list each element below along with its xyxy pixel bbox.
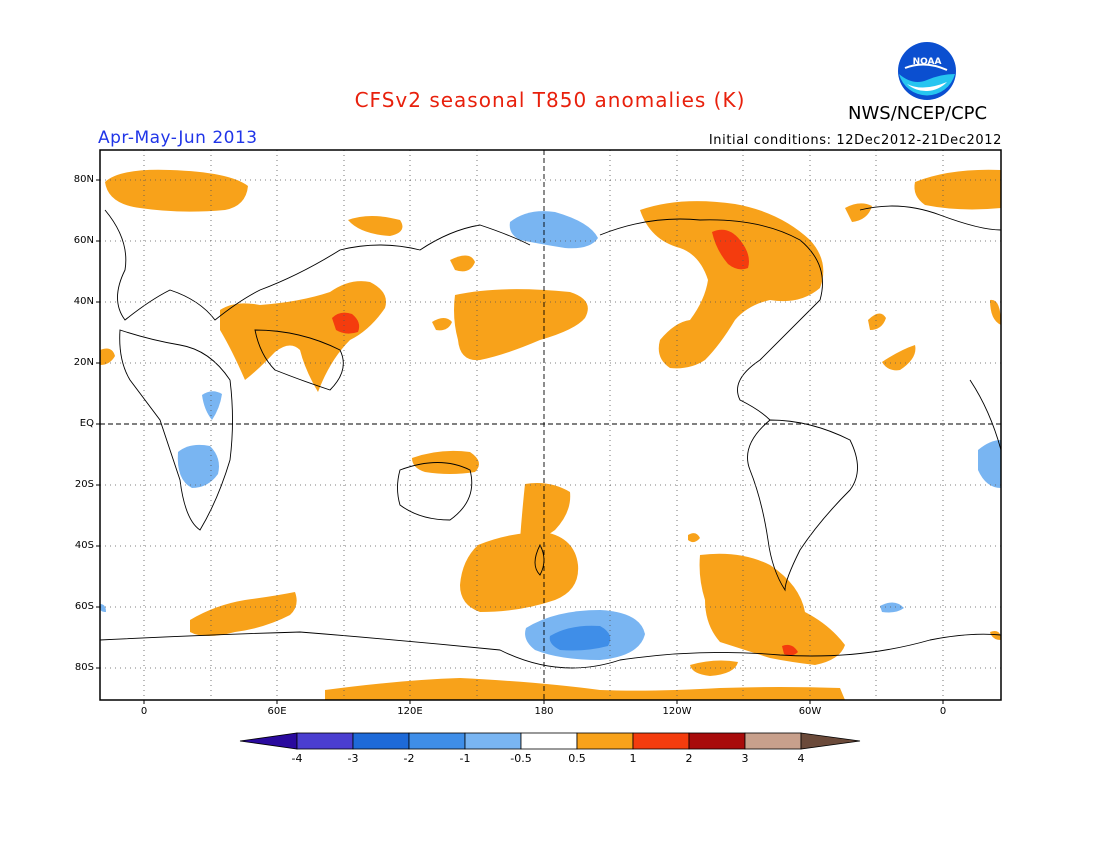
noaa-logo: NOAA (898, 42, 956, 100)
strong-positive-anomaly-areas (332, 229, 798, 656)
forecast-period: Apr-May-Jun 2013 (98, 128, 258, 148)
colorbar-cell (408, 732, 466, 750)
colorbar-cell (239, 732, 298, 750)
lat-label: 40S (74, 540, 94, 551)
lon-label: 60E (267, 706, 287, 717)
colorbar-label: -4 (291, 752, 303, 765)
lat-label: 80S (74, 662, 94, 673)
lat-label: EQ (79, 418, 94, 429)
initial-conditions: Initial conditions: 12Dec2012-21Dec2012 (708, 133, 1002, 148)
colorbar-cell (744, 732, 802, 750)
colorbar-cell (632, 732, 690, 750)
lat-label: 80N (73, 174, 94, 185)
positive-anomaly-areas (100, 169, 1001, 700)
colorbar-label: -3 (347, 752, 359, 765)
lon-label: 0 (939, 706, 947, 717)
colorbar-label: 2 (685, 752, 693, 765)
moderate-negative-anomaly-areas (549, 625, 611, 651)
colorbar-label: -1 (459, 752, 471, 765)
lon-label: 120W (662, 706, 692, 717)
map-frame (99, 149, 1002, 701)
lat-label: 20N (73, 357, 94, 368)
colorbar-label: -0.5 (510, 752, 532, 765)
equator-dateline (100, 150, 1001, 700)
colorbar-cell (296, 732, 354, 750)
lat-label: 60N (73, 235, 94, 246)
colorbar-cell (464, 732, 522, 750)
colorbar-label: 1 (629, 752, 637, 765)
agency-label: NWS/NCEP/CPC (848, 103, 988, 124)
coastlines (100, 205, 1001, 669)
colorbar-label: 0.5 (568, 752, 586, 765)
colorbar-label: -2 (403, 752, 415, 765)
negative-anomaly-areas (100, 211, 1001, 660)
lon-label: 180 (534, 706, 554, 717)
lon-label: 60W (798, 706, 822, 717)
graticule (100, 150, 1001, 700)
lat-label: 60S (74, 601, 94, 612)
colorbar-cell (576, 732, 634, 750)
colorbar-cell (352, 732, 410, 750)
colorbar-cell (520, 732, 578, 750)
map-title: CFSv2 seasonal T850 anomalies (K) (354, 88, 746, 112)
lat-label: 40N (73, 296, 94, 307)
colorbar-label: 3 (741, 752, 749, 765)
colorbar-cell (688, 732, 746, 750)
lon-label: 120E (397, 706, 423, 717)
colorbar-cell (800, 732, 861, 750)
lon-label: 0 (140, 706, 148, 717)
lat-label: 20S (74, 479, 94, 490)
colorbar-label: 4 (797, 752, 805, 765)
noaa-logo-text: NOAA (913, 57, 942, 67)
